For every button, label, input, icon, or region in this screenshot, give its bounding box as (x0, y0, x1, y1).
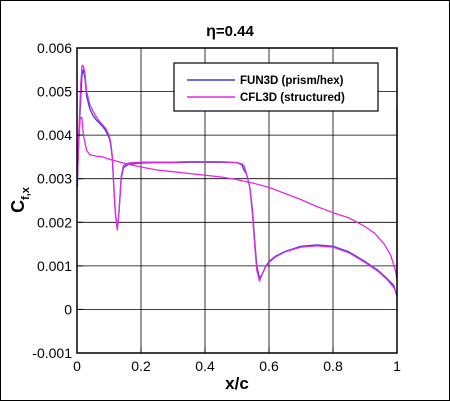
x-tick-label: 0.4 (195, 358, 215, 374)
legend-label-fun3d: FUN3D (prism/hex) (240, 75, 344, 87)
y-tick-label: 0.004 (37, 127, 72, 143)
legend-label-cfl3d: CFL3D (structured) (240, 92, 345, 104)
x-tick-label: 0 (73, 358, 81, 374)
y-axis-label-sub: f,x (20, 186, 32, 200)
x-tick-label: 0.2 (131, 358, 151, 374)
x-axis-label: x/c (225, 374, 249, 393)
y-axis-label-main: C (8, 200, 28, 213)
chart-title-eta: η (206, 23, 216, 40)
y-tick-label: 0.005 (37, 84, 72, 100)
tick-labels: 0 0.2 0.4 0.6 0.8 1-0.00100.0010.0020.0030.00… (32, 40, 401, 374)
x-tick-label: 0.6 (259, 358, 279, 374)
y-tick-label: 0.002 (37, 214, 72, 230)
y-axis-label: Cf,x (8, 186, 32, 213)
series-line-cfl3d (76, 117, 398, 280)
x-tick-label: 1 (393, 358, 401, 374)
legend-box (173, 62, 379, 112)
y-tick-label: 0.001 (37, 258, 72, 274)
y-tick-label: 0 (64, 301, 72, 317)
chart-title-value: =0.44 (216, 23, 255, 40)
plot-border (76, 47, 398, 354)
x-tick-label: 0.8 (323, 358, 343, 374)
chart-title: η=0.44 (206, 23, 254, 40)
y-tick-label: 0.006 (37, 40, 72, 56)
ticks (76, 47, 398, 354)
y-tick-label: 0.003 (37, 171, 72, 187)
y-tick-label: -0.001 (32, 345, 72, 361)
series-line-cfl3d (76, 64, 398, 295)
legend: FUN3D (prism/hex) CFL3D (structured) (173, 62, 379, 112)
